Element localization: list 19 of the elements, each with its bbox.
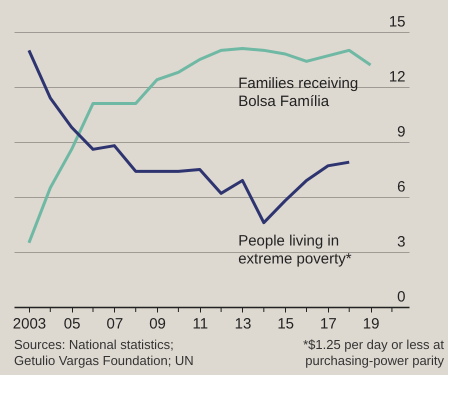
x-tick-label: 15	[277, 316, 294, 332]
y-tick-label: 12	[388, 68, 406, 86]
source-note: Sources: National statistics; Getulio Vargas Foundation; UN	[14, 337, 194, 368]
text: *$1.25 per day or less at purchasing-power parity	[303, 337, 444, 368]
x-tick-label: 13	[234, 316, 252, 332]
series-label: People living in extreme poverty*	[238, 232, 352, 268]
y-tick-label: 3	[397, 234, 406, 250]
x-tick-label: 17	[320, 316, 337, 332]
x-tick-label: 05	[64, 316, 80, 332]
x-tick-label: 07	[106, 316, 124, 332]
x-tick-label: 2003	[12, 316, 46, 332]
y-tick-label: 6	[397, 178, 406, 196]
x-tick-label: 19	[362, 316, 380, 332]
y-tick-label: 0	[397, 288, 406, 306]
y-tick-label: 15	[388, 14, 406, 30]
x-tick-label: 09	[149, 316, 166, 332]
series-label: Families receiving Bolsa Família	[238, 75, 358, 110]
x-tick-label: 11	[192, 316, 208, 332]
y-tick-label: 9	[397, 124, 406, 140]
